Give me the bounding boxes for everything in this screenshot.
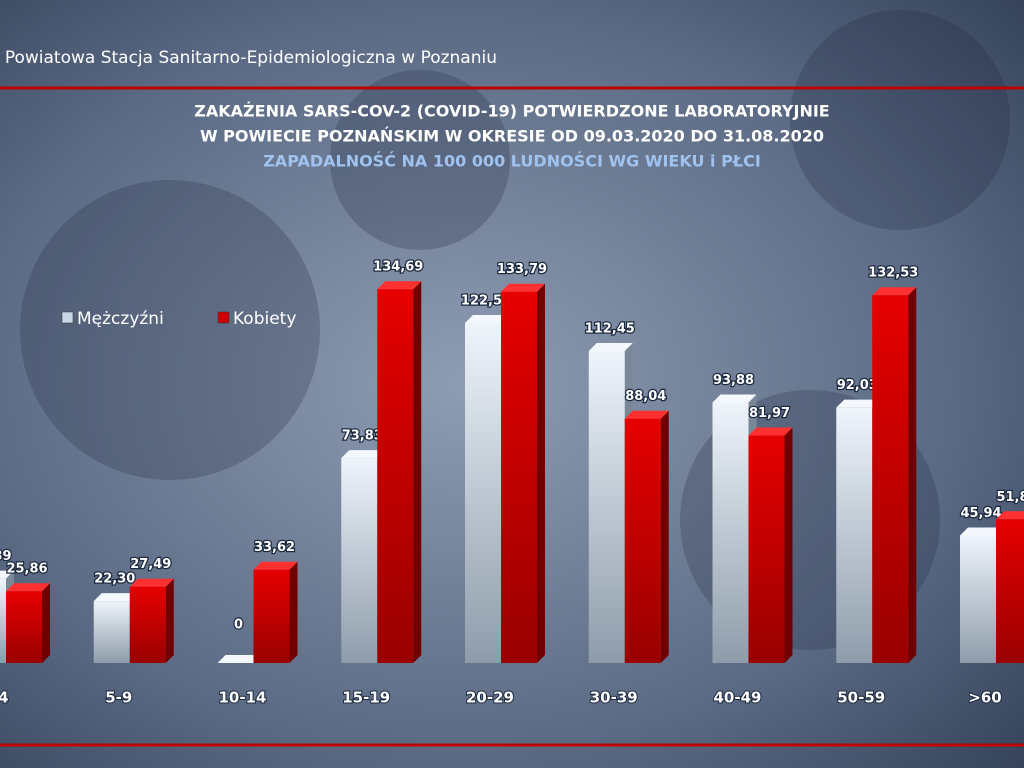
- value-label: 81,97: [749, 406, 790, 421]
- bar-top: [836, 399, 881, 408]
- x-tick-label: 10-14: [219, 689, 267, 707]
- bar: [0, 578, 6, 663]
- bar: [501, 291, 537, 663]
- bar-top: [217, 655, 262, 663]
- x-tick-label: 15-19: [342, 689, 390, 707]
- bar: [465, 322, 501, 663]
- x-tick-label: 30-39: [590, 689, 638, 707]
- bar-side: [165, 578, 174, 663]
- value-label: 133,79: [497, 262, 547, 277]
- value-label: 33,62: [254, 540, 295, 555]
- bar-top: [960, 527, 1004, 536]
- bar-top: [6, 583, 50, 592]
- chart-title: ZAKAŻENIA SARS-COV-2 (COVID-19) POTWIERD…: [194, 102, 829, 121]
- bar-side: [784, 427, 793, 663]
- bar-top: [93, 593, 138, 602]
- x-tick-label: >60: [968, 689, 1001, 707]
- bar: [6, 591, 42, 663]
- bar: [748, 435, 785, 663]
- value-label: 45,94: [960, 506, 1001, 521]
- value-label: 73,83: [342, 429, 383, 444]
- bar-top: [129, 578, 174, 587]
- bar: [93, 601, 130, 663]
- x-tick-label: 5-9: [105, 689, 132, 707]
- bar-top: [712, 394, 757, 403]
- bar-top: [377, 281, 422, 290]
- value-label: 134,69: [373, 260, 423, 275]
- virus-decor: [20, 10, 1010, 650]
- bar-side: [537, 283, 545, 663]
- bar: [341, 458, 378, 663]
- value-label: 122,54: [461, 293, 511, 308]
- bar-top: [748, 427, 793, 436]
- bar: [836, 407, 873, 663]
- bar-side: [908, 287, 917, 663]
- value-label: 112,45: [585, 321, 635, 336]
- bar: [996, 519, 1024, 663]
- x-tick-label: 0-4: [0, 689, 9, 707]
- value-label: 132,53: [868, 266, 918, 281]
- value-label: 27,49: [130, 557, 171, 572]
- value-label: 88,04: [625, 389, 666, 404]
- bar-top: [588, 342, 633, 351]
- x-tick-label: 50-59: [837, 689, 885, 707]
- chart-subtitle: ZAPADALNOŚĆ NA 100 000 LUDNOŚCI WG WIEKU…: [263, 152, 761, 171]
- bar-top: [624, 410, 669, 419]
- bar: [377, 289, 414, 663]
- legend-swatch: [61, 311, 74, 324]
- bar-top: [465, 314, 509, 323]
- bar-top: [253, 561, 298, 570]
- bar: [624, 418, 661, 663]
- chart-title: W POWIECIE POZNAŃSKIM W OKRESIE OD 09.03…: [200, 127, 824, 146]
- bar-top: [501, 283, 545, 292]
- bar-side: [42, 583, 50, 663]
- bar-side: [413, 281, 422, 663]
- bar: [872, 295, 909, 663]
- x-tick-label: 20-29: [466, 689, 514, 707]
- value-label: 22,30: [94, 572, 135, 587]
- bar: [960, 535, 996, 663]
- x-tick-label: 40-49: [714, 689, 762, 707]
- value-label: 0: [234, 618, 243, 633]
- bar: [588, 350, 625, 663]
- bar-top: [0, 570, 14, 579]
- bar: [253, 569, 290, 663]
- bar-side: [660, 410, 669, 663]
- bar: [129, 586, 166, 663]
- value-label: 92,03: [837, 378, 878, 393]
- bar: [712, 402, 749, 663]
- legend-label: Kobiety: [233, 309, 296, 329]
- bar-side: [289, 561, 298, 663]
- bar-top: [996, 511, 1024, 520]
- value-label: 51,80: [996, 490, 1024, 505]
- bar-top: [341, 450, 386, 459]
- value-label: 30,39: [0, 549, 12, 564]
- value-label: 25,86: [6, 562, 47, 577]
- bar-top: [872, 287, 917, 296]
- value-label: 93,88: [713, 373, 754, 388]
- legend-label: Mężczyźni: [77, 309, 164, 329]
- header: Powiatowa Stacja Sanitarno-Epidemiologic…: [5, 48, 497, 68]
- legend-swatch: [217, 311, 230, 324]
